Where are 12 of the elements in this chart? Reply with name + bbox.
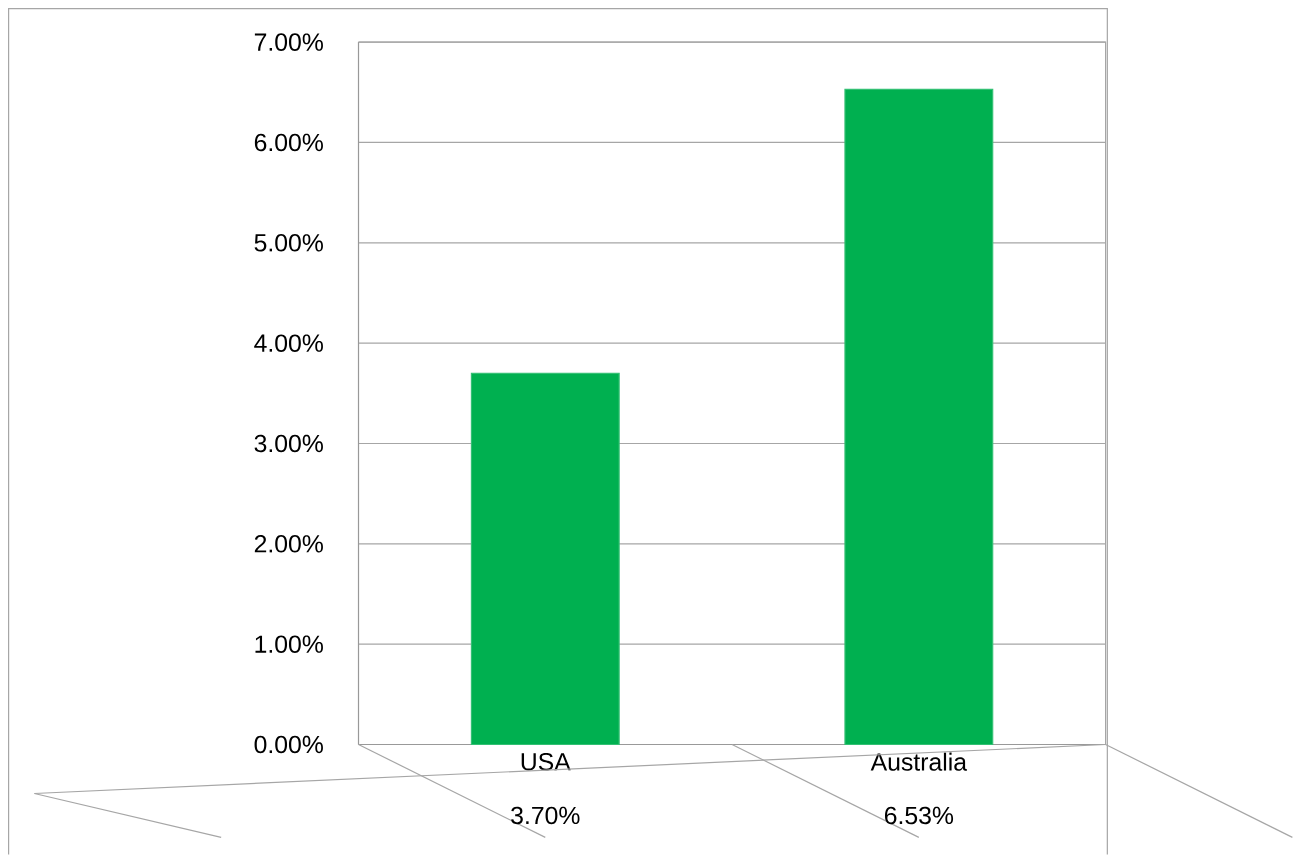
y-tick-label: 4.00% <box>254 334 323 352</box>
x-tick-label: Australia <box>870 752 968 771</box>
y-tick-label: 0.00% <box>254 735 323 754</box>
data-label: 3.70% <box>511 806 580 825</box>
y-tick-label: 7.00% <box>254 33 323 51</box>
y-tick-label: 3.00% <box>254 434 323 453</box>
y-tick-label: 6.00% <box>254 133 323 152</box>
y-tick-label: 2.00% <box>254 534 323 553</box>
y-tick-label: 1.00% <box>255 635 323 653</box>
y-tick-label: 5.00% <box>254 233 323 252</box>
data-label: 6.53% <box>884 806 954 825</box>
x-tick-label: USA <box>521 752 571 771</box>
